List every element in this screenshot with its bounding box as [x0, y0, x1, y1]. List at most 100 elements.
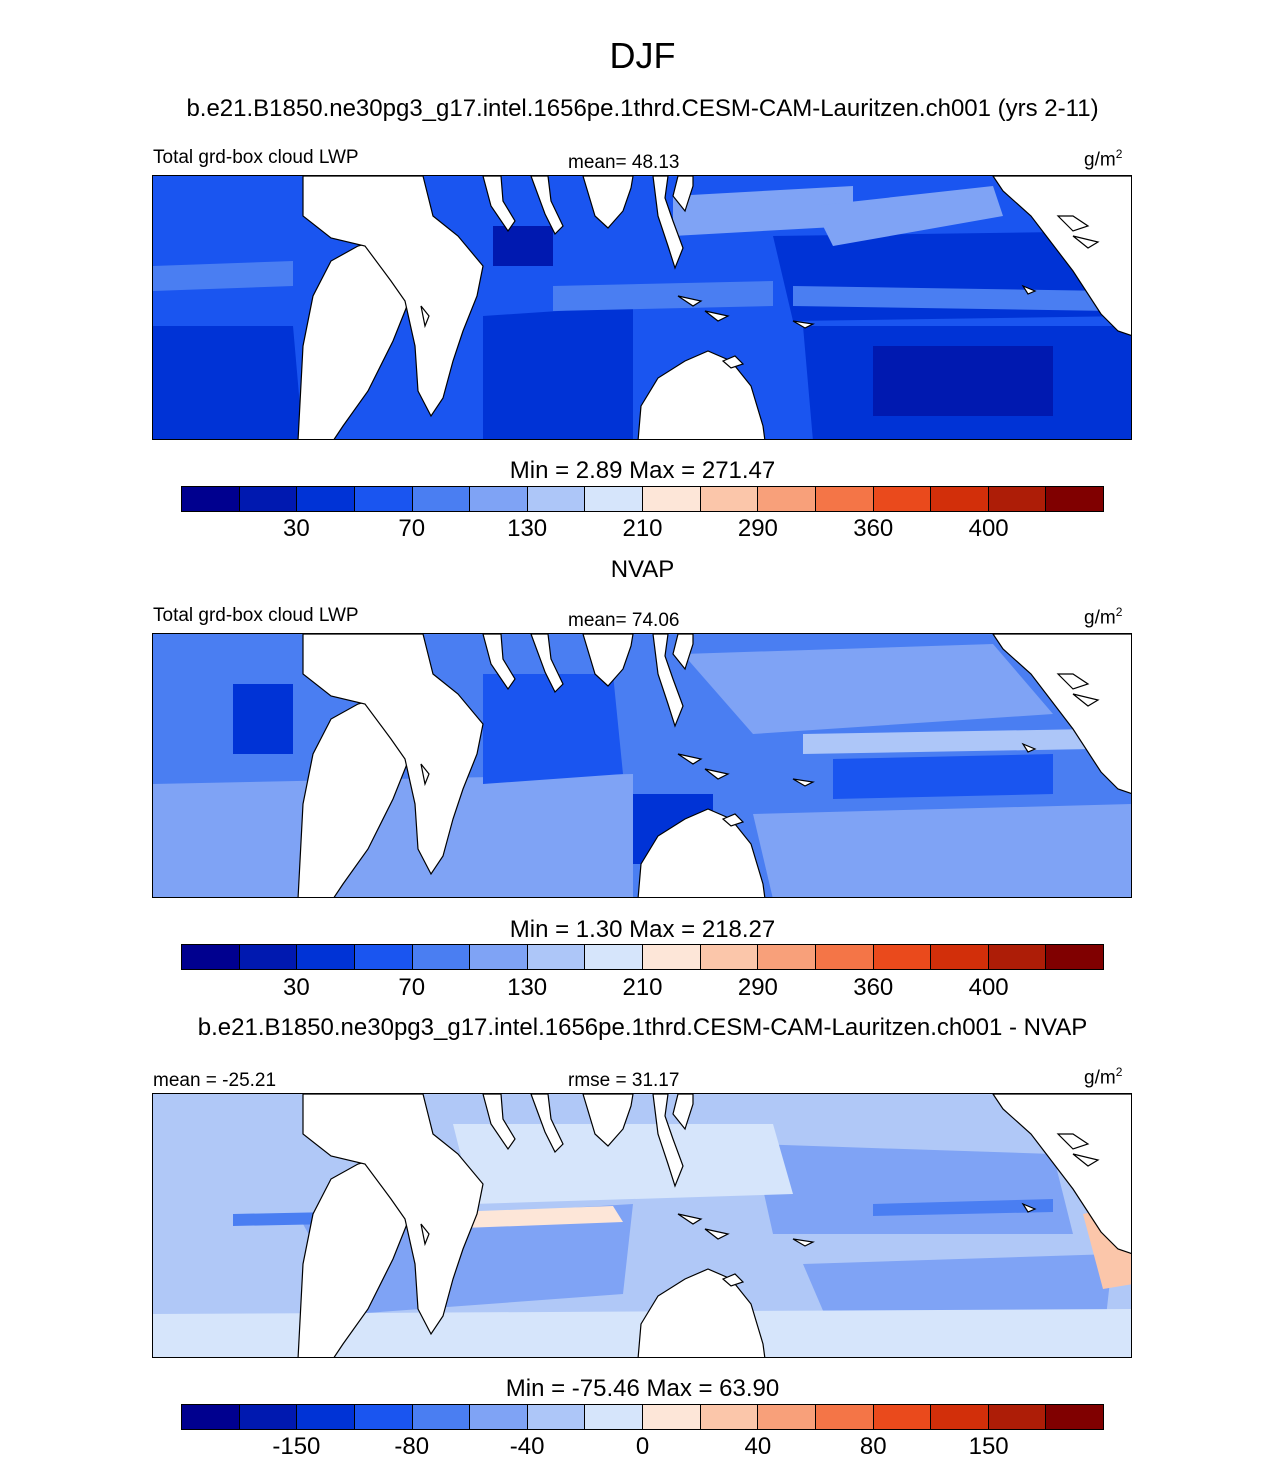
land-coastline [721, 813, 745, 827]
land-coastline [677, 295, 703, 307]
contour-region [873, 1199, 1053, 1216]
land-coastline [1072, 693, 1100, 707]
land-coastline [721, 355, 745, 369]
panel3-map [152, 1093, 1132, 1358]
panel1-variable-label: Total grd-box cloud LWP [153, 147, 359, 168]
contour-region [813, 186, 1003, 246]
land-coastline [482, 634, 516, 691]
colorbar-swatch [931, 945, 989, 969]
land-coastline [1021, 742, 1037, 753]
colorbar-tick-label: 70 [398, 515, 426, 542]
land-coastline [637, 350, 766, 439]
colorbar-swatch [873, 945, 932, 969]
panel3-heading: b.e21.B1850.ne30pg3_g17.intel.1656pe.1th… [197, 1014, 1088, 1041]
colorbar-swatch [643, 945, 701, 969]
land-coastline [302, 176, 484, 418]
contour-region [483, 674, 623, 784]
colorbar-swatch [527, 1405, 586, 1429]
land-coastline [530, 176, 564, 236]
colorbar-swatch [988, 1405, 1047, 1429]
colorbar-tick-label: 30 [283, 515, 310, 542]
colorbar-tick-label: 210 [622, 515, 663, 542]
contour-region [873, 346, 1053, 416]
contour-region [553, 281, 773, 311]
panel2-variable-label: Total grd-box cloud LWP [153, 605, 359, 626]
colorbar-swatch [297, 1405, 355, 1429]
panel1-mean-label: mean= 48.13 [568, 152, 680, 173]
land-coastline [652, 176, 684, 270]
land-coastline [482, 176, 516, 233]
land-coastline [1056, 1133, 1090, 1150]
colorbar-swatch [643, 487, 701, 511]
land-coastline [1056, 673, 1090, 690]
colorbar-tick-label: 400 [968, 974, 1009, 1001]
colorbar-swatch [873, 1405, 932, 1429]
land-coastline [721, 1273, 745, 1287]
land-coastline [672, 1094, 694, 1131]
land-coastline [420, 1223, 430, 1247]
land-coastline [582, 634, 634, 687]
colorbar-tick-label: 80 [859, 1433, 887, 1460]
colorbar-swatch [873, 487, 932, 511]
colorbar-tick-label: 290 [737, 515, 778, 542]
colorbar-swatch [931, 1405, 989, 1429]
land-coastline [704, 1228, 730, 1240]
land-coastline [704, 310, 730, 322]
land-coastline [1056, 215, 1090, 232]
land-coastline [420, 305, 430, 329]
contour-region [153, 326, 303, 439]
land-coastline [637, 1268, 766, 1357]
land-coastline [1072, 235, 1100, 249]
contour-region [803, 729, 1093, 754]
colorbar-swatch [527, 945, 586, 969]
colorbar-tick-label: 30 [283, 974, 310, 1001]
colorbar-swatch [758, 945, 816, 969]
colorbar-swatch [700, 487, 759, 511]
land-coastline [992, 1094, 1131, 1254]
map-field [153, 1094, 1131, 1357]
colorbar-swatch [988, 487, 1047, 511]
colorbar-swatch [297, 487, 355, 511]
colorbar-swatch [931, 487, 989, 511]
land-coastline [530, 634, 564, 694]
colorbar-swatch [412, 945, 471, 969]
land-coastline [992, 176, 1131, 336]
panel3-colorbar [181, 1404, 1104, 1430]
panel2-map [152, 633, 1132, 898]
colorbar-tick-label: 360 [853, 974, 894, 1001]
land-coastline [420, 763, 430, 787]
land-coastline [672, 634, 694, 671]
colorbar-swatch [643, 1405, 701, 1429]
contour-region [233, 1212, 333, 1226]
map-field [153, 176, 1131, 439]
contour-region [153, 261, 293, 291]
land-coastline [792, 778, 815, 787]
colorbar-swatch [412, 487, 471, 511]
land-coastline [582, 176, 634, 229]
colorbar-swatch [182, 1405, 240, 1429]
colorbar-tick-label: 360 [853, 515, 894, 542]
colorbar-swatch [758, 487, 816, 511]
contour-region [683, 644, 1053, 734]
panel1-units: g/m2 [1084, 147, 1123, 171]
colorbar-swatch [1046, 1405, 1103, 1429]
colorbar-tick-label: -150 [272, 1433, 321, 1460]
panel2-heading: NVAP [610, 556, 675, 583]
contour-region [453, 1206, 623, 1228]
colorbar-swatch [988, 945, 1047, 969]
colorbar-tick-label: 210 [622, 974, 663, 1001]
colorbar-tick-label: 130 [507, 974, 548, 1001]
colorbar-tick-label: 400 [968, 515, 1009, 542]
colorbar-tick-label: 40 [744, 1433, 772, 1460]
panel1-map [152, 175, 1132, 440]
colorbar-tick-label: -40 [509, 1433, 545, 1460]
colorbar-swatch [354, 945, 413, 969]
colorbar-swatch [700, 1405, 759, 1429]
land-coastline [677, 1213, 703, 1225]
colorbar-swatch [470, 945, 528, 969]
contour-region [453, 1124, 793, 1204]
colorbar-swatch [700, 945, 759, 969]
land-coastline [652, 634, 684, 728]
colorbar-swatch [585, 945, 643, 969]
colorbar-tick-label: 290 [737, 974, 778, 1001]
